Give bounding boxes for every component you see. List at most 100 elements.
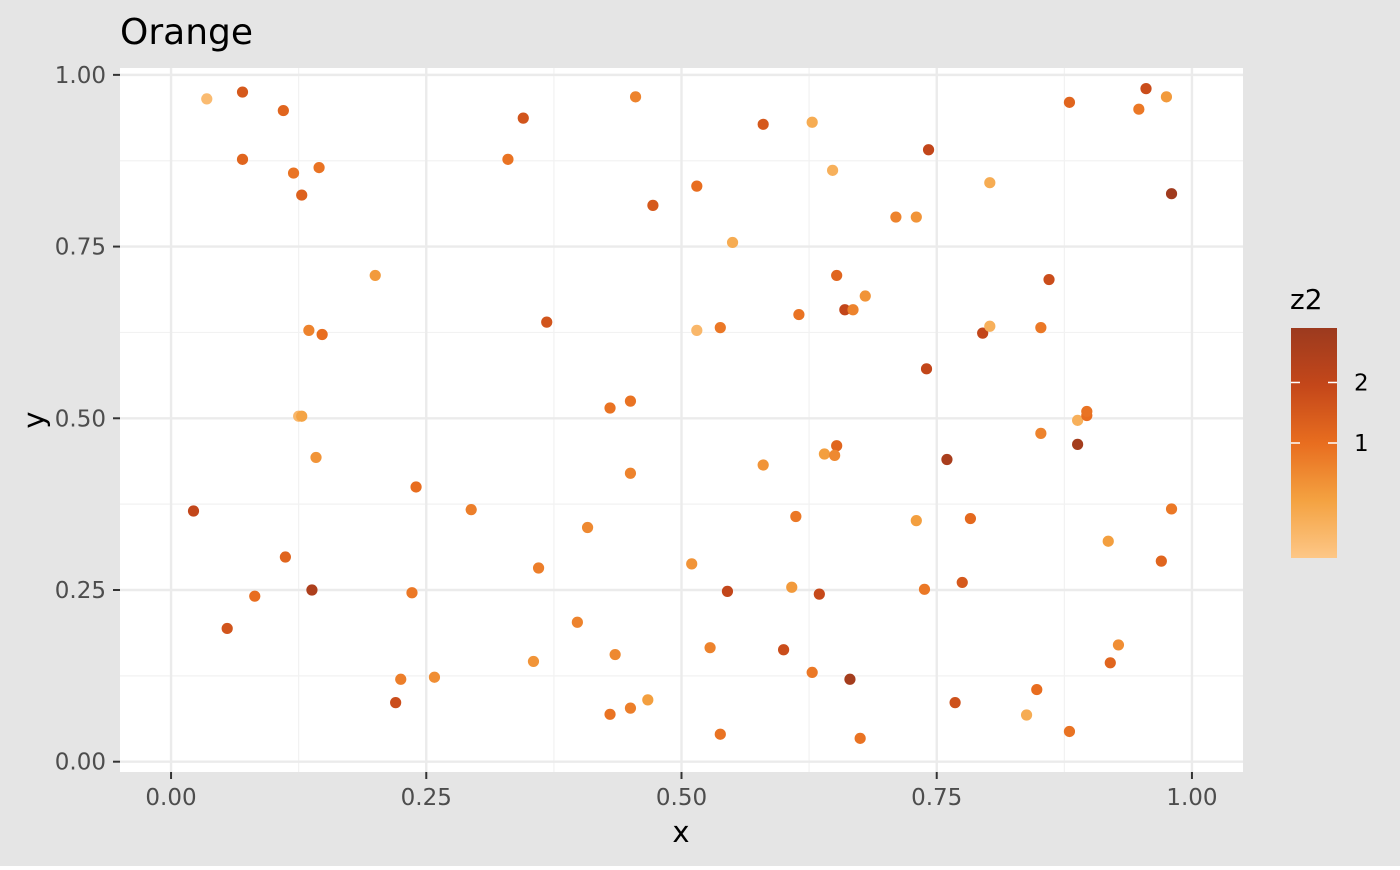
data-point	[1104, 657, 1116, 669]
data-point	[541, 316, 553, 328]
legend-ticks: 12	[1291, 370, 1369, 457]
data-point	[890, 211, 902, 223]
data-point	[1133, 103, 1145, 115]
y-tick-label: 0.25	[55, 578, 106, 604]
data-point	[726, 236, 739, 249]
data-point	[984, 177, 996, 189]
data-point	[910, 515, 922, 527]
data-point	[1160, 91, 1173, 103]
data-point	[910, 211, 922, 223]
data-point	[714, 728, 726, 740]
data-point	[310, 451, 322, 464]
data-point	[941, 453, 953, 466]
data-point	[316, 328, 328, 341]
data-point	[624, 467, 637, 479]
data-point	[918, 583, 931, 595]
data-point	[806, 116, 818, 128]
data-point	[1043, 273, 1055, 286]
data-point	[854, 732, 866, 744]
data-point	[287, 167, 300, 179]
data-point	[818, 448, 831, 460]
data-point	[793, 308, 805, 321]
data-point	[609, 648, 621, 661]
data-point	[406, 587, 418, 599]
data-point	[1102, 535, 1114, 547]
data-point	[686, 558, 698, 570]
data-point	[829, 449, 841, 461]
data-points	[187, 83, 1178, 744]
data-point	[303, 324, 315, 336]
data-point	[1031, 683, 1043, 696]
data-point	[757, 118, 769, 130]
x-axis: 0.00 0.25 0.50 0.75 1.00	[145, 772, 1218, 811]
data-point	[465, 504, 477, 516]
data-point	[1140, 83, 1152, 95]
data-point	[571, 616, 583, 628]
data-point	[624, 395, 637, 407]
data-point	[714, 322, 726, 334]
data-point	[428, 671, 441, 683]
x-axis-label: x	[672, 815, 689, 849]
x-tick-label: 0.75	[911, 785, 962, 811]
data-point	[691, 180, 703, 192]
data-point	[236, 86, 249, 98]
data-point	[964, 512, 977, 525]
data-point	[1063, 96, 1076, 108]
data-point	[647, 199, 659, 211]
data-point	[826, 164, 839, 176]
data-point	[249, 590, 261, 602]
data-point	[201, 93, 213, 105]
y-axis-label: y	[17, 411, 51, 428]
data-point	[502, 153, 514, 165]
data-point	[369, 269, 381, 282]
data-point	[395, 673, 407, 685]
data-point	[629, 91, 642, 103]
data-point	[786, 581, 798, 593]
data-point	[831, 269, 843, 282]
data-point	[410, 481, 422, 493]
data-point	[642, 694, 654, 706]
data-point	[187, 505, 200, 517]
data-point	[831, 440, 843, 452]
data-point	[1165, 188, 1178, 200]
chart-title: Orange	[120, 12, 253, 53]
data-point	[757, 459, 769, 471]
data-point	[1063, 725, 1076, 738]
legend-tick-label: 1	[1354, 431, 1369, 457]
data-point	[920, 363, 933, 375]
data-point	[790, 510, 802, 523]
y-tick-label: 0.75	[55, 235, 106, 261]
data-point	[390, 697, 402, 709]
data-point	[279, 551, 291, 563]
data-point	[221, 622, 233, 635]
legend-tick-label: 2	[1354, 370, 1369, 396]
data-point	[956, 576, 968, 589]
y-tick-label: 1.00	[55, 63, 106, 89]
data-point	[277, 104, 289, 117]
legend: z2 12	[1290, 283, 1369, 558]
data-point	[604, 708, 616, 720]
data-point	[1035, 427, 1047, 439]
data-point	[984, 320, 996, 332]
y-tick-label: 0.50	[55, 406, 106, 432]
data-point	[813, 588, 825, 600]
data-point	[704, 642, 716, 654]
data-point	[1035, 322, 1047, 334]
data-point	[1155, 555, 1167, 567]
data-point	[922, 144, 935, 156]
data-point	[624, 702, 637, 714]
data-point	[604, 402, 616, 414]
data-point	[306, 584, 318, 596]
x-tick-label: 0.25	[401, 785, 452, 811]
data-point	[313, 161, 325, 174]
data-point	[777, 644, 790, 656]
data-point	[847, 304, 859, 316]
data-point	[859, 290, 871, 302]
data-point	[527, 655, 540, 668]
data-point	[1072, 438, 1084, 450]
y-axis: 0.00 0.25 0.50 0.75 1.00	[55, 63, 120, 776]
x-tick-label: 0.00	[145, 785, 196, 811]
data-point	[296, 410, 308, 422]
